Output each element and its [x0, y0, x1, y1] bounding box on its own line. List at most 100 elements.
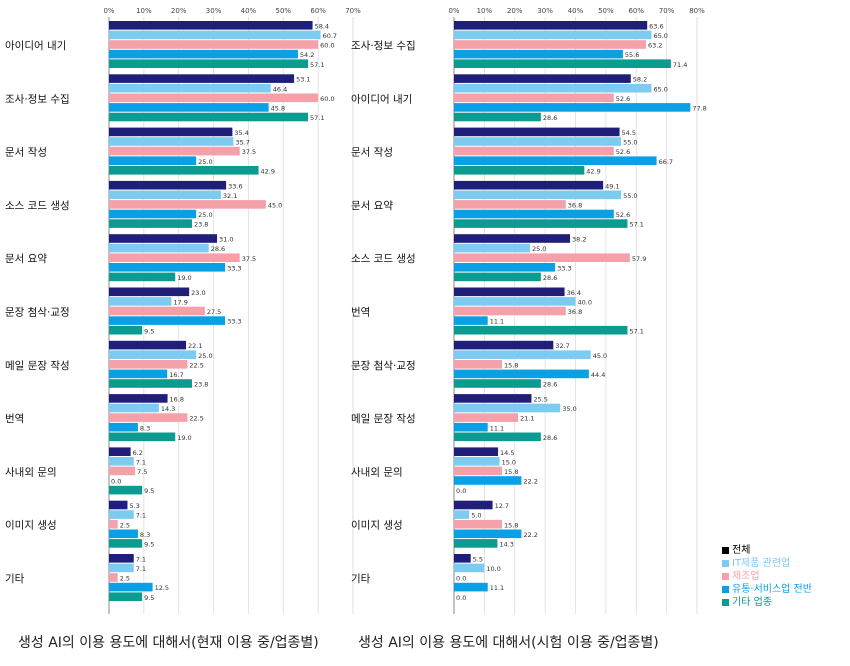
- chart-2-value-label: 22.2: [523, 478, 537, 486]
- chart-1-value-label: 45.8: [271, 105, 285, 113]
- chart-2-value-label: 63.2: [648, 42, 662, 50]
- chart-1-bar: [109, 21, 313, 30]
- chart-1-bar: [109, 297, 172, 306]
- chart-2-category-label: 소스 코드 생성: [351, 253, 416, 265]
- chart-1-bar: [109, 466, 136, 476]
- chart-1-category-label: 메일 문장 작성: [5, 359, 70, 372]
- chart-2-category-label: 문서 요약: [351, 200, 393, 212]
- chart-2-value-label: 11.1: [490, 318, 504, 326]
- chart-2-bar: [454, 432, 541, 442]
- chart-2-bar: [454, 146, 614, 156]
- chart-1-value-label: 33.3: [227, 264, 241, 272]
- chart-2-value-label: 36.8: [568, 308, 582, 316]
- chart-2-value-label: 15.8: [504, 468, 518, 476]
- chart-1-tick-label: 0%: [103, 7, 114, 15]
- legend-item-it: IT제품 관련업: [722, 557, 812, 570]
- chart-2-bar: [454, 413, 519, 422]
- chart-2-value-label: 0.0: [456, 487, 466, 495]
- chart-2-category-label: 메일 문장 작성: [351, 412, 416, 425]
- chart-2-value-label: 28.6: [543, 274, 557, 282]
- chart-2-value-label: 36.8: [568, 202, 582, 210]
- chart-2-value-label: 52.6: [616, 95, 630, 103]
- chart-2-bar: [454, 200, 566, 209]
- chart-2-value-label: 11.1: [490, 424, 504, 432]
- chart-2-bar: [454, 190, 622, 200]
- chart-2-title: 생성 AI의 이용 용도에 대해서(시험 이용 중/업종별): [358, 635, 659, 651]
- chart-1-value-label: 8.3: [140, 424, 150, 432]
- chart-2-bar: [454, 306, 566, 316]
- chart-2-bar: [454, 297, 576, 306]
- chart-2-bar: [454, 457, 500, 466]
- chart-1-bar: [109, 529, 138, 539]
- chart-1-bar: [109, 112, 309, 122]
- chart-1-bar: [109, 563, 134, 573]
- chart-2-bar: [454, 510, 470, 519]
- chart-2-value-label: 38.2: [572, 236, 586, 244]
- chart-2-bar: [454, 30, 652, 40]
- chart-1-tick-label: 30%: [206, 7, 222, 15]
- chart-1-tick-label: 60%: [310, 7, 326, 15]
- legend: 전체 IT제품 관련업 제조업 유통·서비스업 전반 기타 업종: [722, 544, 812, 609]
- chart-2-value-label: 55.0: [623, 139, 637, 147]
- chart-1-bar: [109, 219, 192, 228]
- chart-2-category-label: 사내외 문의: [351, 466, 403, 478]
- chart-2-tick-label: 50%: [598, 7, 614, 15]
- chart-2-tick-label: 30%: [537, 7, 553, 15]
- chart-1-bar: [109, 83, 271, 93]
- chart-1-bar: [109, 137, 234, 146]
- chart-1-bar: [109, 93, 319, 103]
- chart-2-bar: [454, 156, 657, 165]
- chart-2-bar: [454, 447, 499, 456]
- chart-2-value-label: 65.0: [653, 32, 667, 40]
- chart-2-value-label: 55.6: [625, 51, 639, 59]
- chart-1-category-label: 이미지 생성: [5, 520, 57, 532]
- chart-2-tick-label: 40%: [568, 7, 584, 15]
- chart-2-bar: [454, 563, 485, 573]
- chart-1-value-label: 9.5: [144, 594, 154, 602]
- chart-2-bar: [454, 180, 604, 190]
- chart-1-bar: [109, 30, 321, 40]
- chart-2-category-label: 아이디어 내기: [351, 93, 412, 105]
- chart-1-value-label: 58.4: [315, 22, 329, 30]
- chart-2-value-label: 66.7: [659, 158, 673, 166]
- chart-1-tick-label: 70%: [345, 7, 361, 15]
- chart-1-value-label: 60.7: [323, 32, 337, 40]
- chart-1-bar: [109, 394, 168, 403]
- chart-2-value-label: 15.0: [502, 458, 516, 466]
- legend-item-total: 전체: [722, 544, 812, 557]
- chart-2-bar: [454, 582, 488, 592]
- chart-1-category-label: 문서 요약: [5, 253, 47, 265]
- chart-2-bar: [454, 466, 502, 476]
- chart-1-bar: [109, 103, 269, 112]
- chart-1-bar: [109, 146, 240, 156]
- chart-1-bar: [109, 234, 218, 243]
- chart-2-bar: [454, 529, 522, 539]
- chart-1-bar: [109, 200, 266, 209]
- chart-2-value-label: 0.0: [456, 575, 466, 583]
- legend-label-other: 기타 업종: [732, 597, 772, 608]
- chart-2-value-label: 5.0: [471, 512, 481, 520]
- chart-1-bar: [109, 403, 159, 413]
- chart-2-value-label: 44.4: [591, 371, 605, 379]
- chart-1-bar: [109, 350, 197, 359]
- legend-item-other: 기타 업종: [722, 596, 812, 609]
- chart-1-value-label: 37.5: [242, 148, 256, 156]
- legend-item-retail-service: 유통·서비스업 전반: [722, 583, 812, 596]
- chart-1-value-label: 19.0: [177, 434, 191, 442]
- chart-1-bar: [109, 209, 197, 219]
- chart-2-value-label: 52.6: [616, 211, 630, 219]
- chart-2-bar: [454, 209, 614, 219]
- chart-2-bar: [454, 243, 530, 253]
- chart-1-value-label: 22.5: [189, 415, 203, 423]
- chart-1-category-label: 문장 첨삭·교정: [5, 307, 70, 319]
- legend-swatch-manufacturing: [722, 573, 729, 580]
- chart-1-bar: [109, 592, 143, 601]
- chart-1-value-label: 35.7: [235, 139, 249, 147]
- chart-1-value-label: 25.0: [198, 158, 212, 166]
- chart-1-value-label: 8.3: [140, 531, 150, 539]
- chart-1-bar: [109, 74, 295, 83]
- chart-1-bar: [109, 180, 227, 190]
- chart-1-bar: [109, 510, 134, 519]
- chart-2-bar: [454, 554, 471, 563]
